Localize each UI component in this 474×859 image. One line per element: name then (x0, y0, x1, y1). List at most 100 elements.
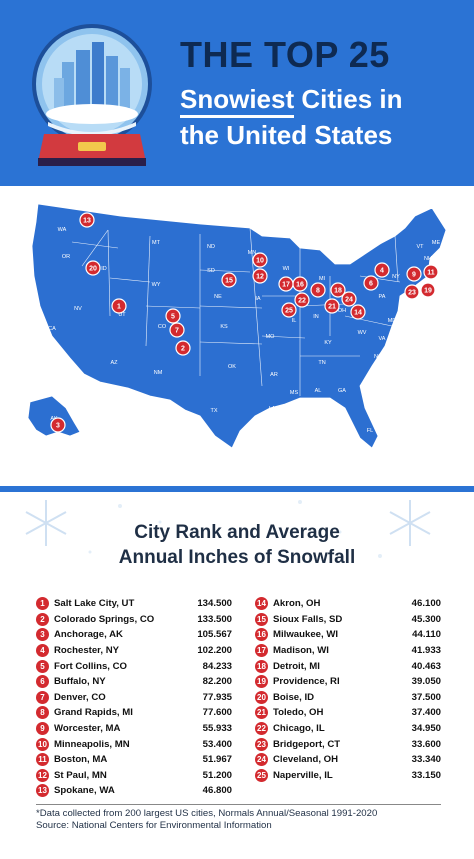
pin-17: 17 (278, 276, 294, 292)
state-label-nm: NM (154, 370, 163, 376)
title-line-2-rest: Cities in (301, 84, 403, 114)
snowfall-table-section (0, 492, 474, 859)
table-row: 6 Buffalo, NY 82.200 (36, 674, 232, 690)
rank-badge: 9 (36, 722, 49, 736)
table-row: 23 Bridgeport, CT 33.600 (255, 736, 441, 752)
rank-badge: 5 (36, 659, 49, 673)
state-label-la: LA (269, 406, 276, 412)
city-name: Toledo, OH (273, 707, 324, 719)
rank-badge: 19 (255, 675, 268, 689)
city-pins: 1 2 3 4 5 6 7 8 9 10 11 12 13 14 15 16 1… (50, 212, 439, 433)
city-name: Naperville, IL (273, 769, 333, 781)
rank-badge: 10 (36, 737, 49, 751)
snowfall-value: 46.800 (202, 785, 232, 797)
rank-badge: 25 (255, 768, 268, 782)
state-label-ga: GA (338, 388, 346, 394)
state-label-mn: MN (248, 250, 257, 256)
city-name: Chicago, IL (273, 723, 325, 735)
pin-20: 20 (85, 260, 101, 276)
rank-badge: 24 (255, 753, 268, 767)
svg-text:2: 2 (181, 346, 185, 353)
title-highlight: Snowiest (180, 84, 295, 118)
state-label-tx: TX (210, 408, 217, 414)
state-label-ne: NE (214, 294, 222, 300)
pin-6: 6 (363, 275, 379, 291)
pin-5: 5 (165, 308, 181, 324)
state-label-sd: SD (207, 268, 215, 274)
svg-text:13: 13 (83, 218, 91, 225)
rank-badge: 23 (255, 737, 268, 751)
svg-text:9: 9 (412, 272, 416, 279)
svg-text:21: 21 (328, 304, 336, 311)
city-name: Sioux Falls, SD (273, 613, 343, 625)
state-label-pa: PA (379, 294, 386, 300)
state-label-ms: MS (290, 390, 299, 396)
svg-text:6: 6 (369, 281, 373, 288)
svg-text:24: 24 (345, 297, 353, 304)
ranking-column-left: 1 Salt Lake City, UT 134.500 2 Colorado Spri… (36, 596, 232, 799)
svg-text:11: 11 (427, 270, 435, 277)
snowfall-value: 33.150 (411, 769, 441, 781)
footnote-divider (36, 804, 441, 805)
table-row: 4 Rochester, NY 102.200 (36, 643, 232, 659)
table-row: 22 Chicago, IL 34.950 (255, 721, 441, 737)
snowfall-value: 133.500 (197, 613, 232, 625)
svg-text:16: 16 (296, 282, 304, 289)
table-row: 10 Minneapolis, MN 53.400 (36, 736, 232, 752)
rank-badge: 8 (36, 706, 49, 720)
city-name: Colorado Springs, CO (54, 613, 155, 625)
state-label-or: OR (62, 254, 70, 260)
rank-badge: 7 (36, 690, 49, 704)
rank-badge: 3 (36, 628, 49, 642)
city-name: Anchorage, AK (54, 629, 123, 641)
state-label-nd: ND (207, 244, 215, 250)
snowfall-value: 34.950 (411, 723, 441, 735)
rank-badge: 22 (255, 722, 268, 736)
table-row: 1 Salt Lake City, UT 134.500 (36, 596, 232, 612)
rank-badge: 13 (36, 784, 49, 798)
pin-9: 9 (406, 266, 422, 282)
us-map: WA OR CA NV ID MT WY UT AZ NM CO ND SD N… (27, 203, 447, 449)
state-label-de: DE (400, 316, 408, 322)
contiguous-us-shape (31, 203, 447, 449)
city-name: Salt Lake City, UT (54, 598, 135, 610)
ranking-column-right: 14 Akron, OH 46.100 15 Sioux Falls, SD 45.300… (255, 596, 441, 783)
snowfall-value: 77.935 (202, 691, 232, 703)
state-label-nc: NC (374, 354, 382, 360)
state-label-in: IN (313, 314, 319, 320)
snowfall-value: 40.463 (411, 660, 441, 672)
state-label-ca: CA (48, 326, 56, 332)
svg-text:4: 4 (380, 268, 384, 275)
state-label-ri: RI (441, 282, 447, 288)
snowfall-value: 84.233 (202, 660, 232, 672)
snowfall-value: 55.933 (202, 723, 232, 735)
snowfall-value: 45.300 (411, 613, 441, 625)
city-name: Madison, WI (273, 645, 329, 657)
table-title: City Rank and Average Annual Inches of S… (0, 520, 474, 570)
table-row: 9 Worcester, MA 55.933 (36, 721, 232, 737)
state-label-ut: UT (118, 312, 126, 318)
state-label-md: MD (388, 318, 397, 324)
snowfall-value: 102.200 (197, 645, 232, 657)
rank-badge: 6 (36, 675, 49, 689)
state-label-ma: MA (436, 270, 445, 276)
state-label-ks: KS (220, 324, 228, 330)
svg-text:25: 25 (285, 308, 293, 315)
pin-14: 14 (350, 304, 366, 320)
svg-text:19: 19 (424, 288, 432, 295)
pin-4: 4 (374, 262, 390, 278)
svg-text:20: 20 (89, 266, 97, 273)
pin-16: 16 (292, 276, 308, 292)
snowfall-value: 37.500 (411, 691, 441, 703)
us-map-area: WA OR CA NV ID MT WY UT AZ NM CO ND SD N… (0, 186, 474, 486)
pin-19: 19 (420, 282, 436, 298)
alaska-shape (27, 395, 81, 437)
pin-8: 8 (310, 282, 326, 298)
snowfall-value: 53.400 (202, 738, 232, 750)
city-name: Rochester, NY (54, 645, 120, 657)
svg-text:22: 22 (298, 298, 306, 305)
rank-badge: 12 (36, 768, 49, 782)
state-label-ky: KY (324, 340, 332, 346)
table-row: 3 Anchorage, AK 105.567 (36, 627, 232, 643)
city-name: Detroit, MI (273, 660, 320, 672)
